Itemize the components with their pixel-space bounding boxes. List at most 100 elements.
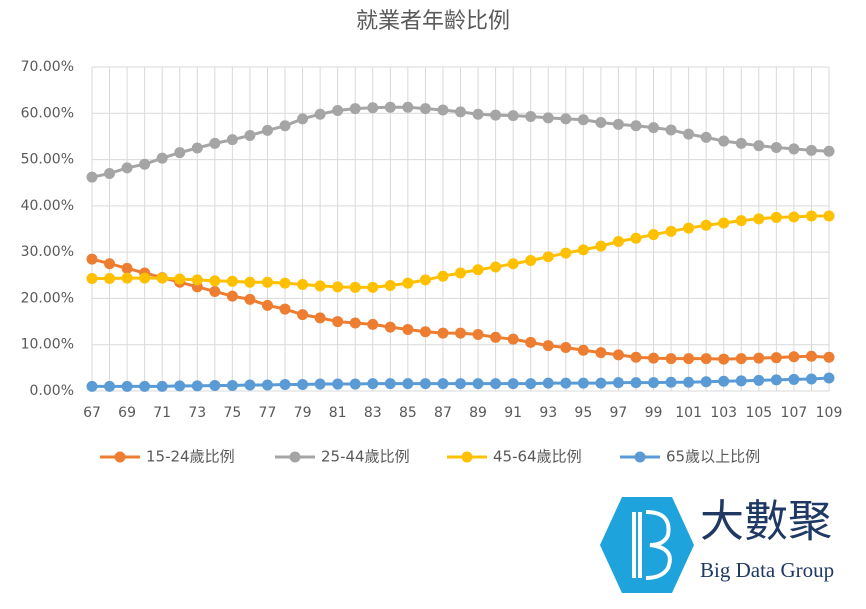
data-point	[349, 317, 361, 329]
data-point	[472, 378, 484, 390]
data-point	[490, 109, 502, 121]
data-point	[86, 171, 98, 183]
data-point	[595, 377, 607, 389]
data-point	[455, 106, 466, 118]
data-point	[139, 272, 151, 284]
data-point	[630, 351, 642, 363]
plot-area	[91, 66, 830, 392]
data-point	[805, 350, 817, 362]
data-point	[244, 276, 256, 288]
data-point	[788, 143, 800, 155]
legend-label: 65歲以上比例	[666, 448, 760, 466]
data-point	[209, 285, 221, 297]
data-point	[455, 327, 466, 339]
data-point	[683, 376, 695, 388]
data-point	[507, 333, 519, 345]
data-point	[261, 276, 273, 288]
data-point	[139, 158, 151, 170]
data-point	[700, 219, 712, 231]
data-point	[314, 280, 326, 292]
data-point	[139, 380, 151, 392]
data-point	[805, 373, 817, 385]
data-point	[244, 379, 256, 391]
data-point	[156, 272, 168, 284]
data-point	[542, 251, 554, 263]
data-point	[297, 379, 309, 391]
x-tick-label: 81	[329, 405, 347, 421]
data-point	[648, 122, 660, 134]
x-tick-label: 97	[610, 405, 628, 421]
data-point	[665, 124, 677, 136]
x-tick-label: 109	[816, 405, 843, 421]
data-point	[560, 341, 572, 353]
data-point	[332, 378, 344, 390]
data-point	[612, 235, 624, 247]
data-point	[490, 261, 502, 273]
data-point	[753, 140, 765, 152]
data-point	[349, 281, 361, 293]
y-tick-label: 20.00%	[21, 290, 74, 306]
data-point	[261, 299, 273, 311]
logo-b	[632, 510, 672, 580]
data-point	[770, 211, 782, 223]
data-point	[648, 377, 660, 389]
legend-label: 15-24歲比例	[146, 448, 235, 466]
data-point	[104, 167, 116, 179]
data-point	[560, 247, 572, 259]
data-point	[560, 113, 572, 125]
chart-title: 就業者年齡比例	[356, 9, 510, 34]
data-point	[630, 120, 642, 132]
x-tick-label: 71	[153, 405, 171, 421]
logo-name: 大數聚	[700, 496, 832, 547]
data-point	[595, 347, 607, 359]
data-point	[490, 331, 502, 343]
data-point	[735, 353, 747, 365]
data-point	[735, 375, 747, 387]
data-point	[648, 352, 660, 364]
y-tick-label: 10.00%	[21, 337, 74, 353]
data-point	[437, 378, 449, 390]
x-tick-label: 85	[399, 405, 417, 421]
data-point	[665, 376, 677, 388]
y-tick-label: 40.00%	[21, 198, 74, 214]
data-point	[314, 312, 326, 324]
data-point	[823, 372, 835, 384]
legend-label: 25-44歲比例	[321, 448, 410, 466]
data-point	[507, 258, 519, 270]
data-point	[683, 128, 695, 140]
data-point	[718, 353, 730, 365]
data-point	[788, 373, 800, 385]
data-point	[86, 380, 98, 392]
data-point	[472, 329, 484, 341]
data-point	[437, 104, 449, 116]
data-point	[455, 378, 466, 390]
data-point	[472, 108, 484, 120]
data-point	[542, 377, 554, 389]
data-point	[700, 131, 712, 143]
legend-label: 45-64歲比例	[493, 448, 582, 466]
data-point	[700, 376, 712, 388]
data-point	[542, 112, 554, 124]
data-point	[104, 258, 116, 270]
data-point	[191, 380, 203, 392]
data-point	[718, 135, 730, 147]
data-point	[367, 281, 379, 293]
data-point	[226, 275, 238, 287]
data-point	[121, 162, 133, 174]
data-point	[104, 273, 116, 285]
data-point	[823, 210, 835, 222]
data-point	[244, 130, 256, 142]
data-point	[402, 277, 414, 289]
data-point	[332, 105, 344, 117]
data-point	[314, 108, 326, 120]
x-tick-label: 89	[469, 405, 487, 421]
data-point	[577, 344, 589, 356]
x-tick-label: 95	[574, 405, 592, 421]
data-point	[770, 352, 782, 364]
x-tick-label: 87	[434, 405, 452, 421]
data-point	[437, 327, 449, 339]
data-point	[384, 321, 396, 333]
data-point	[156, 380, 168, 392]
data-point	[507, 110, 519, 122]
